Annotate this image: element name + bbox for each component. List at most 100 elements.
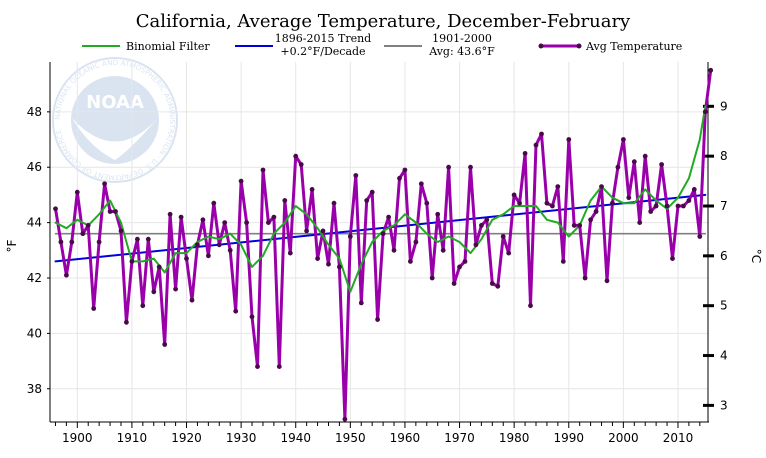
x-tick-label: 1990	[553, 431, 584, 445]
x-tick-label: 1930	[226, 431, 257, 445]
data-point	[533, 142, 539, 148]
data-point	[244, 220, 250, 226]
data-point	[424, 200, 430, 206]
data-point	[135, 236, 140, 242]
data-point	[664, 203, 670, 209]
data-point	[331, 200, 337, 206]
data-point	[342, 416, 348, 422]
data-point	[653, 203, 659, 209]
legend-item-binomial-filter: Binomial Filter	[82, 40, 210, 53]
data-point	[189, 297, 195, 303]
x-tick-label: 1910	[117, 431, 148, 445]
data-point	[457, 264, 462, 270]
legend-marker-right	[576, 43, 582, 49]
data-point	[397, 175, 402, 181]
data-point	[145, 236, 151, 242]
data-point	[446, 164, 451, 170]
data-point	[697, 234, 703, 239]
data-point	[298, 162, 304, 167]
x-tick-label: 2010	[663, 431, 694, 445]
data-point	[74, 189, 80, 195]
logo-seagull	[72, 118, 158, 160]
y-tick-label: 40	[27, 326, 42, 340]
data-point	[233, 308, 239, 314]
data-point	[582, 275, 588, 281]
data-point	[708, 67, 714, 73]
data-point	[440, 247, 446, 253]
noaa-logo: NOAA NATIONAL OCEANIC AND ATMOSPHERIC AD…	[52, 57, 178, 183]
x-tick-label: 1970	[444, 431, 475, 445]
x-tick-label: 1940	[280, 431, 311, 445]
data-point	[462, 259, 468, 264]
data-point	[555, 184, 561, 190]
data-point	[276, 364, 282, 369]
data-point	[347, 234, 353, 239]
data-point	[173, 286, 179, 292]
data-point	[506, 250, 512, 256]
data-point	[391, 247, 397, 253]
legend-item-average: 1901-2000 Avg: 43.6°F	[384, 32, 495, 58]
series-layer	[53, 67, 714, 422]
y-axis-label: °F	[5, 239, 19, 252]
data-point	[178, 214, 184, 220]
logo-text: NOAA	[86, 92, 144, 113]
y2-tick-label: 7	[720, 199, 728, 213]
data-point	[184, 256, 189, 261]
data-point	[670, 256, 675, 261]
data-point	[238, 178, 244, 184]
data-point	[691, 187, 697, 192]
y2-axis-label: °C	[749, 249, 763, 263]
data-point	[249, 314, 255, 320]
logo-inner-disc	[71, 76, 159, 164]
data-point	[315, 256, 320, 261]
data-point	[571, 223, 577, 228]
data-point	[468, 164, 473, 170]
y2-tick-label: 5	[720, 299, 728, 313]
data-point	[686, 198, 692, 203]
data-point	[631, 159, 637, 165]
data-point	[702, 109, 708, 115]
y-tick-label: 48	[27, 105, 42, 119]
data-point	[320, 228, 326, 234]
data-point	[489, 281, 495, 286]
data-point	[162, 342, 168, 347]
data-point	[429, 275, 435, 281]
chart-title: California, Average Temperature, Decembe…	[136, 11, 631, 32]
data-point	[604, 278, 610, 284]
data-point	[539, 131, 544, 137]
data-point	[615, 164, 621, 170]
data-point	[91, 306, 97, 311]
data-point	[156, 264, 162, 270]
data-point	[195, 242, 200, 248]
data-point	[211, 200, 217, 206]
y2-tick-label: 9	[720, 99, 728, 113]
data-point	[577, 223, 583, 228]
data-point	[550, 203, 555, 209]
data-point	[113, 209, 118, 214]
data-point	[500, 234, 506, 239]
data-point	[140, 303, 146, 309]
data-point	[85, 223, 91, 228]
legend-item-trend: 1896-2015 Trend +0.2°F/Decade	[235, 32, 371, 58]
data-point	[69, 239, 75, 245]
data-point	[599, 184, 604, 190]
data-point	[675, 203, 681, 209]
data-point	[681, 203, 686, 209]
data-point	[216, 242, 222, 248]
data-point	[53, 206, 58, 212]
data-point	[495, 283, 501, 289]
y-tick-label: 38	[27, 382, 42, 396]
data-point	[621, 137, 626, 142]
data-point	[222, 220, 228, 226]
data-point	[402, 167, 408, 173]
legend-label-avg-temperature: Avg Temperature	[585, 40, 682, 53]
data-point	[309, 187, 315, 192]
y-tick-label: 46	[27, 160, 42, 174]
data-point	[102, 181, 107, 187]
data-point	[118, 228, 124, 234]
data-point	[626, 195, 632, 201]
data-point	[375, 317, 380, 322]
data-point	[337, 264, 342, 270]
